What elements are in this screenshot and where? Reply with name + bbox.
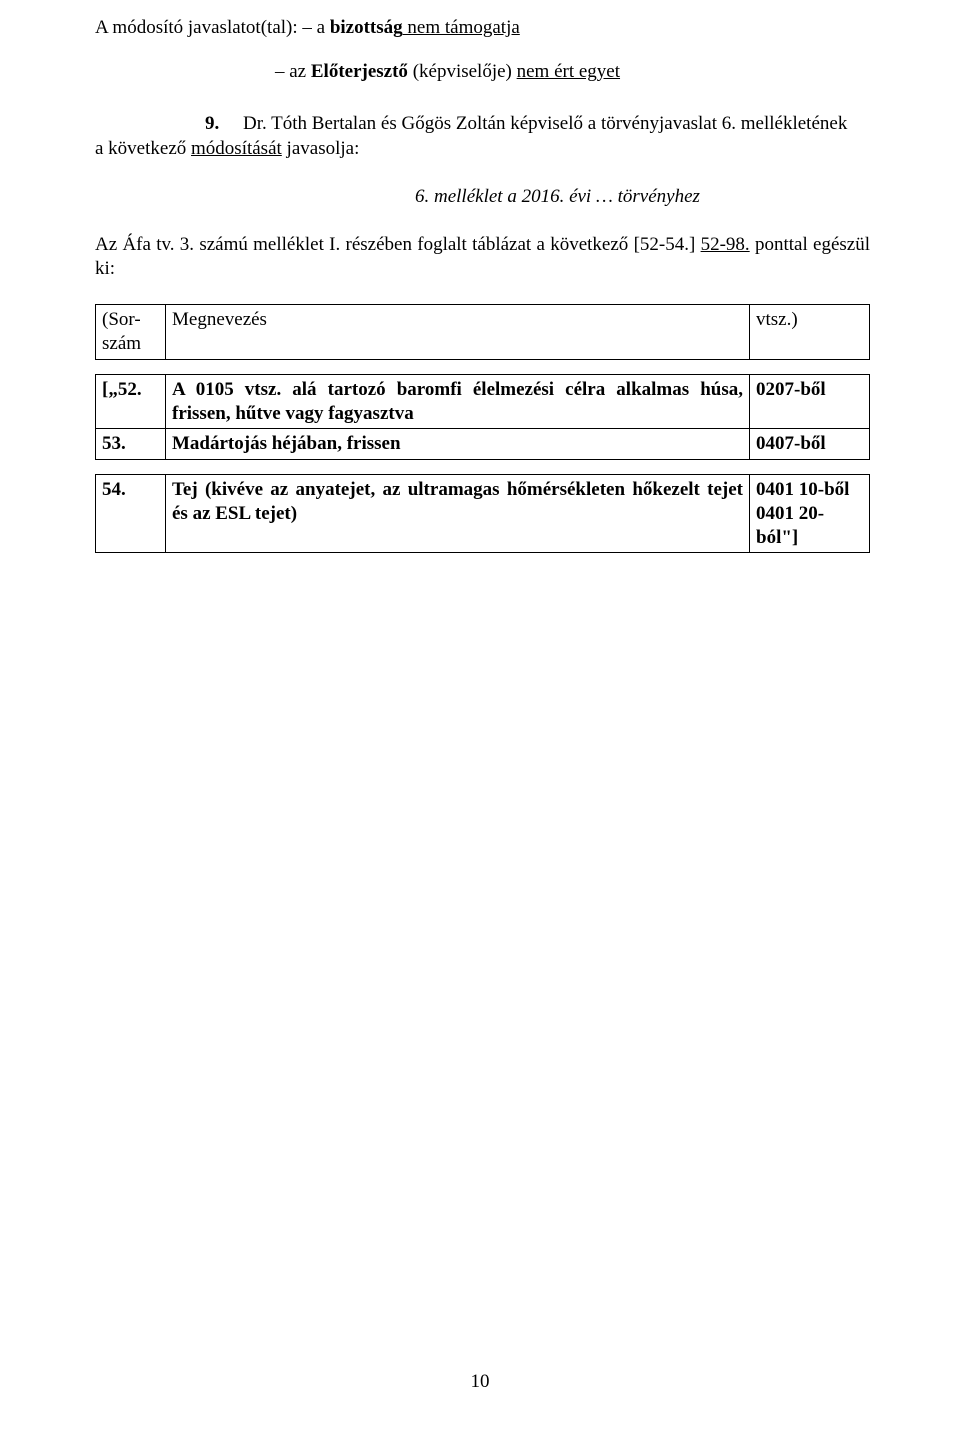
table-row: 54. Tej (kivéve az anyatejet, az ultrama… [96, 475, 870, 553]
sub-underline: nem ért egyet [517, 61, 620, 82]
point-9: 9. Dr. Tóth Bertalan és Gőgös Zoltán kép… [205, 112, 870, 136]
sub-line: – az Előterjesztő (képviselője) nem ért … [275, 60, 870, 84]
point-9-cont-underline: módosítását [191, 138, 282, 159]
cell-code-53: 0407-ből [750, 429, 870, 460]
cell-desc-54: Tej (kivéve az anyatejet, az ultramagas … [166, 475, 750, 553]
table-row: [„52. A 0105 vtsz. alá tartozó baromfi é… [96, 374, 870, 429]
point-9-cont-prefix: a következő [95, 138, 191, 159]
intro-underline: nem támogatja [403, 17, 520, 38]
cell-code-54: 0401 10-ből 0401 20-ból"] [750, 475, 870, 553]
sub-mid: (képviselője) [408, 61, 517, 82]
cell-vtsz: vtsz.) [750, 305, 870, 360]
cell-sorszam: (Sor- szám [96, 305, 166, 360]
cell-num-52: [„52. [96, 374, 166, 429]
sub-bold: Előterjesztő [311, 61, 408, 82]
table-header: (Sor- szám Megnevezés vtsz.) [95, 304, 870, 360]
cell-desc-53: Madártojás héjában, frissen [166, 429, 750, 460]
point-9-cont-suffix: javasolja: [282, 138, 360, 159]
intro-bold: bizottság [330, 17, 403, 38]
page-number: 10 [0, 1371, 960, 1393]
cell-num-54: 54. [96, 475, 166, 553]
point-9-text: Dr. Tóth Bertalan és Gőgös Zoltán képvis… [243, 113, 847, 134]
point-9-cont: a következő módosítását javasolja: [95, 137, 870, 161]
body-para: Az Áfa tv. 3. számú melléklet I. részébe… [95, 233, 870, 281]
point-9-num: 9. [205, 113, 219, 134]
cell-desc-52: A 0105 vtsz. alá tartozó baromfi élelmez… [166, 374, 750, 429]
cell-code-52: 0207-ből [750, 374, 870, 429]
table-row: 53. Madártojás héjában, frissen 0407-ből [96, 429, 870, 460]
intro-prefix: A módosító javaslatot(tal): – a [95, 17, 330, 38]
body-underline: 52-98. [701, 234, 750, 255]
cell-megnevezes: Megnevezés [166, 305, 750, 360]
table-rows-52-53: [„52. A 0105 vtsz. alá tartozó baromfi é… [95, 374, 870, 460]
intro-line: A módosító javaslatot(tal): – a bizottsá… [95, 16, 870, 40]
body-prefix: Az Áfa tv. 3. számú melléklet I. részébe… [95, 234, 701, 255]
citation: 6. melléklet a 2016. évi … törvényhez [415, 185, 870, 209]
cell-num-53: 53. [96, 429, 166, 460]
table-row: (Sor- szám Megnevezés vtsz.) [96, 305, 870, 360]
sub-prefix: – az [275, 61, 311, 82]
table-row-54: 54. Tej (kivéve az anyatejet, az ultrama… [95, 474, 870, 553]
